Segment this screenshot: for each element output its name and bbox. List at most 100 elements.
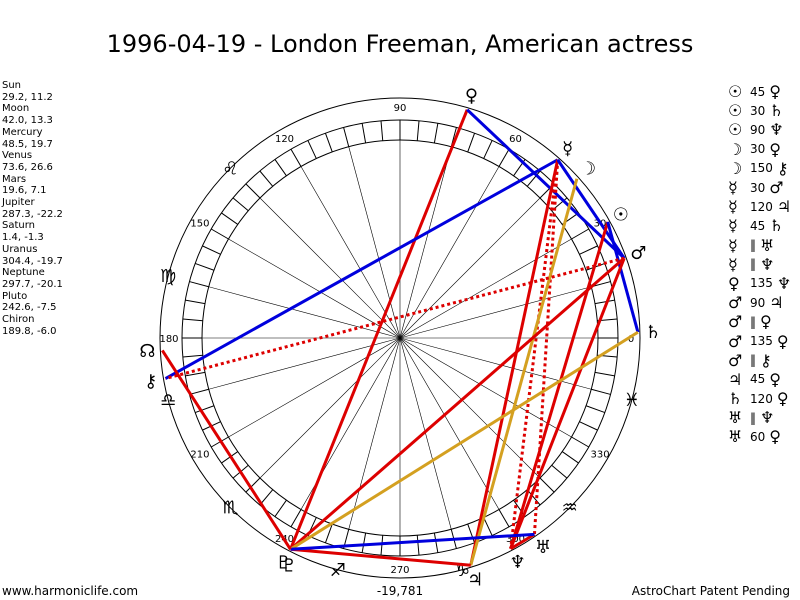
wheel-spoke xyxy=(208,337,401,390)
aspect-planet-b-glyph: ♀ xyxy=(776,331,789,351)
degree-tick xyxy=(539,477,555,493)
aspect-planet-a-glyph: ☽ xyxy=(728,158,743,178)
degree-tick xyxy=(290,148,302,167)
zodiac-sign-icon: ♌ xyxy=(222,158,238,179)
degree-tick xyxy=(433,532,439,553)
planet-name-neptune: Neptune xyxy=(2,267,45,279)
degree-tick xyxy=(526,489,541,506)
aspect-angle: ‖ xyxy=(750,238,756,253)
aspect-planet-b-glyph: ♃ xyxy=(776,197,792,217)
aspect-planet-b-glyph: ♄ xyxy=(769,216,784,236)
aspect-planet-b-glyph: ⚷ xyxy=(760,350,772,370)
degree-tick xyxy=(416,535,420,556)
aspect-row: ☿ ‖ ♆ xyxy=(728,255,791,274)
footer-patent: AstroChart Patent Pending xyxy=(631,584,790,598)
aspect-row: ☉ 30 ♄ xyxy=(728,101,791,120)
degree-tick xyxy=(361,123,367,144)
degree-tick xyxy=(361,532,367,553)
aspect-line xyxy=(290,547,471,567)
planet-name-pluto: Pluto xyxy=(2,290,28,302)
aspect-planet-b-glyph: ♀ xyxy=(760,312,772,332)
wheel-spoke xyxy=(300,166,401,339)
degree-label: 270 xyxy=(390,565,409,576)
planet-coords-saturn: 1.4, -1.3 xyxy=(2,232,44,244)
wheel-spoke xyxy=(399,146,452,339)
aspect-angle: ‖ xyxy=(750,314,756,329)
planet-name-saturn: Saturn xyxy=(2,220,36,232)
degree-tick xyxy=(467,523,476,544)
degree-tick xyxy=(579,245,598,255)
planet-name-moon: Moon xyxy=(2,103,30,115)
zodiac-sign-icon: ♒ xyxy=(562,498,578,519)
aspect-row: ♄ 120 ♀ xyxy=(728,389,791,408)
planet-name-mercury: Mercury xyxy=(2,126,43,138)
wheel-spoke xyxy=(348,146,401,339)
planet-coords-moon: 42.0, 13.3 xyxy=(2,115,53,127)
degree-tick xyxy=(526,170,541,187)
degree-label: 180 xyxy=(159,334,178,345)
planet-coords-uranus: 304.4, -19.7 xyxy=(2,255,63,267)
aspect-line xyxy=(290,532,535,551)
degree-tick xyxy=(380,120,384,141)
aspect-planet-a-glyph: ☉ xyxy=(728,120,743,140)
zodiac-sign-icon: ♍ xyxy=(160,266,176,287)
aspect-angle: ‖ xyxy=(750,410,756,425)
degree-label: 0 xyxy=(628,334,634,345)
aspect-row: ☿ 30 ♂ xyxy=(728,178,791,197)
degree-label: 120 xyxy=(275,134,294,145)
venus-icon: ♀ xyxy=(465,85,478,106)
aspect-planet-b-glyph: ♀ xyxy=(769,369,781,389)
degree-label: 90 xyxy=(394,103,407,114)
planet-coords-mars: 19.6, 7.1 xyxy=(2,185,47,197)
degree-tick xyxy=(259,170,274,187)
degree-tick xyxy=(245,183,261,199)
aspect-planet-a-glyph: ☽ xyxy=(728,139,743,159)
aspect-planet-a-glyph: ☿ xyxy=(728,235,738,255)
planet-name-uranus: Uranus xyxy=(2,243,38,255)
degree-tick xyxy=(498,509,510,528)
aspect-planet-b-glyph: ♃ xyxy=(769,293,784,313)
wheel-spoke xyxy=(399,337,500,510)
aspect-angle: 135 xyxy=(750,334,773,349)
wheel-spoke xyxy=(399,337,452,530)
aspect-planet-a-glyph: ☿ xyxy=(728,178,738,198)
aspect-line xyxy=(289,330,639,551)
degree-tick xyxy=(585,405,606,414)
mercury-icon: ☿ xyxy=(562,139,573,160)
degree-tick xyxy=(232,197,249,212)
wheel-spoke xyxy=(399,337,541,479)
wheel-spoke xyxy=(228,238,401,339)
page-title: 1996-04-19 - London Freeman, American ac… xyxy=(106,30,694,58)
aspect-line xyxy=(532,159,560,535)
degree-tick xyxy=(245,477,261,493)
aspect-planet-a-glyph: ♃ xyxy=(728,369,743,389)
planet-name-jupiter: Jupiter xyxy=(2,197,35,209)
aspect-row: ♃ 45 ♀ xyxy=(728,370,791,389)
aspect-planet-a-glyph: ☉ xyxy=(728,82,743,102)
degree-tick xyxy=(467,132,476,153)
mars-icon: ♂ xyxy=(630,243,646,264)
aspect-planet-b-glyph: ♂ xyxy=(769,178,784,198)
zodiac-sign-icon: ♐ xyxy=(330,560,346,581)
aspect-row: ♂ ‖ ⚷ xyxy=(728,351,791,370)
zodiac-sign-icon: ♓ xyxy=(624,390,640,411)
planet-name-sun: Sun xyxy=(2,80,22,91)
degree-tick xyxy=(221,212,239,225)
degree-tick xyxy=(182,354,203,358)
degree-tick xyxy=(189,388,209,395)
zodiac-sign-icon: ♏ xyxy=(222,498,238,519)
degree-tick xyxy=(324,523,333,544)
degree-tick xyxy=(483,517,493,536)
aspect-line xyxy=(164,158,559,380)
aspect-planet-a-glyph: ♂ xyxy=(728,350,743,370)
planet-coords-neptune: 297.7, -20.1 xyxy=(2,278,63,290)
aspect-row: ☉ 90 ♆ xyxy=(728,120,791,139)
wheel-spoke xyxy=(208,286,401,339)
aspect-line xyxy=(509,257,626,550)
sun-icon: ☉ xyxy=(613,205,629,226)
aspect-angle: 150 xyxy=(750,161,773,176)
degree-tick xyxy=(185,299,206,305)
degree-label: 210 xyxy=(190,450,209,461)
aspect-row: ♀ 135 ♆ xyxy=(728,274,791,293)
aspect-row: ♂ 135 ♀ xyxy=(728,331,791,351)
